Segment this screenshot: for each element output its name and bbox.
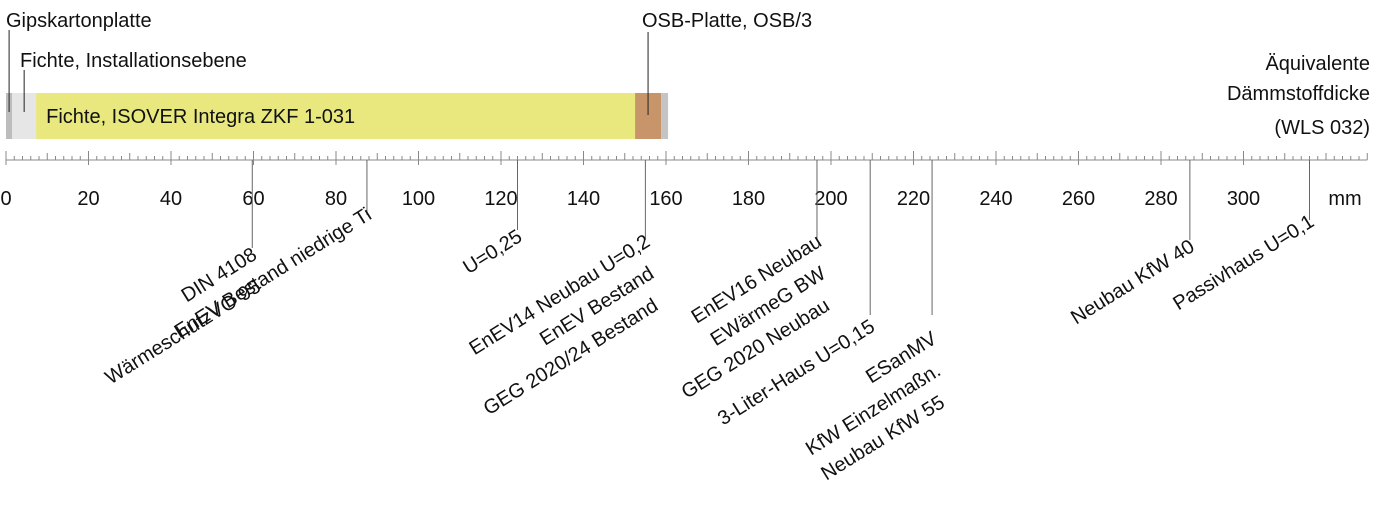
layer-label: Fichte, ISOVER Integra ZKF 1-031 bbox=[46, 106, 355, 128]
tick-label: 200 bbox=[814, 188, 847, 210]
marker-label: Neubau KfW 40 bbox=[1067, 236, 1198, 329]
layer-label: OSB-Platte, OSB/3 bbox=[642, 10, 812, 32]
tick-label: 40 bbox=[160, 188, 182, 210]
tick-label: 160 bbox=[649, 188, 682, 210]
tick-label: 240 bbox=[979, 188, 1012, 210]
layer-label: Gipskartonplatte bbox=[6, 10, 152, 32]
tick-label: 280 bbox=[1144, 188, 1177, 210]
tick-label: 220 bbox=[897, 188, 930, 210]
layer bbox=[36, 93, 636, 139]
tick-label: 60 bbox=[242, 188, 264, 210]
tick-label: 0 bbox=[0, 188, 11, 210]
tick-label: 140 bbox=[567, 188, 600, 210]
layer-label: Fichte, Installationsebene bbox=[20, 50, 247, 72]
layer bbox=[12, 93, 37, 139]
layer bbox=[661, 93, 669, 139]
tick-label: 100 bbox=[402, 188, 435, 210]
tick-label: 20 bbox=[77, 188, 99, 210]
tick-label: 300 bbox=[1227, 188, 1260, 210]
tick-label: 260 bbox=[1062, 188, 1095, 210]
tick-label: 120 bbox=[484, 188, 517, 210]
caption-line: (WLS 032) bbox=[1274, 117, 1370, 139]
unit-label: mm bbox=[1328, 188, 1361, 210]
tick-label: 180 bbox=[732, 188, 765, 210]
tick-label: 80 bbox=[325, 188, 347, 210]
layer bbox=[6, 93, 13, 139]
marker-label: U=0,25 bbox=[459, 226, 526, 279]
marker-label: Passivhaus U=0,1 bbox=[1169, 211, 1318, 315]
caption-line: Äquivalente bbox=[1265, 53, 1370, 75]
caption-line: Dämmstoffdicke bbox=[1227, 83, 1370, 105]
